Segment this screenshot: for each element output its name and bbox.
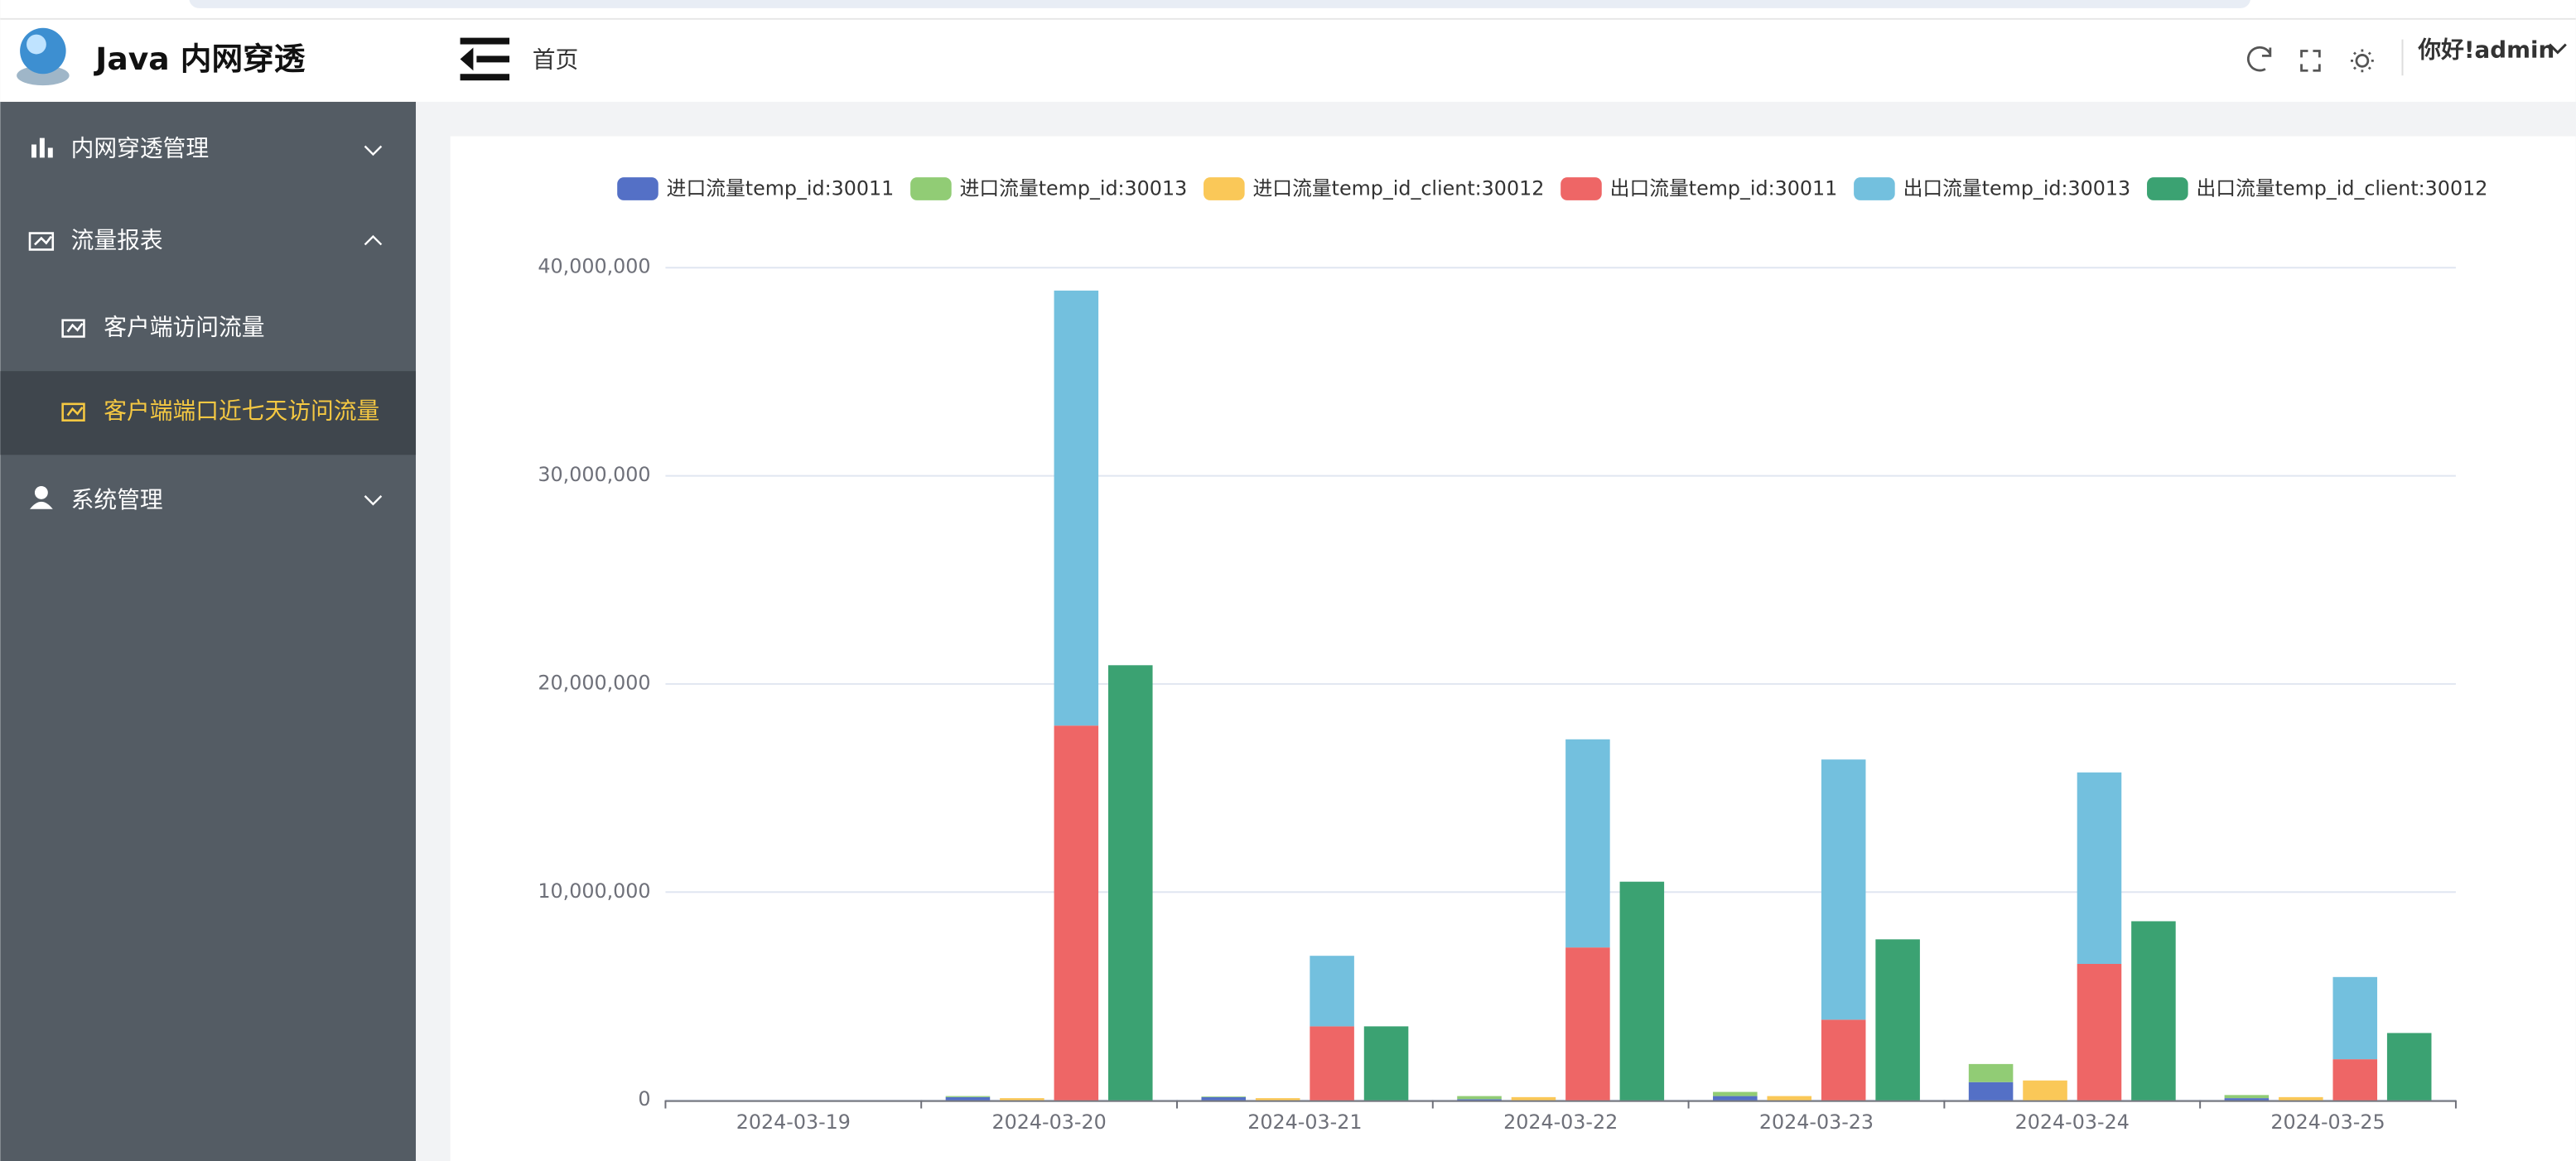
- legend-label[interactable]: 进口流量temp_id:30013: [960, 177, 1188, 200]
- bar: [2077, 963, 2122, 1101]
- menu-label: 流量报表: [71, 227, 163, 254]
- chart: 0 10,000,000 20,000,000 30,000,000 40,000,00…: [538, 177, 2487, 1134]
- menu-label: 系统管理: [71, 486, 163, 513]
- browser-strip: [189, 0, 2250, 8]
- bar: [2023, 1080, 2067, 1101]
- bar: [1565, 947, 1610, 1101]
- y-tick-label: 20,000,000: [538, 671, 650, 694]
- x-tick-label: 2024-03-25: [2270, 1110, 2385, 1134]
- bar: [1713, 1096, 1758, 1101]
- x-tick-label: 2024-03-19: [736, 1110, 851, 1134]
- menu-item[interactable]: 流量报表: [28, 227, 383, 254]
- bar: [1000, 1098, 1044, 1101]
- legend-swatch[interactable]: [2147, 177, 2188, 200]
- bar: [2077, 772, 2122, 964]
- breadcrumb[interactable]: 首页: [533, 46, 579, 73]
- bar: [2332, 976, 2378, 1060]
- user-name[interactable]: 你好!admin: [2417, 36, 2554, 63]
- refresh-icon[interactable]: [2246, 46, 2272, 72]
- legend-label[interactable]: 出口流量temp_id_client:30012: [2197, 177, 2488, 200]
- bar: [1054, 725, 1099, 1101]
- menu-item[interactable]: 系统管理: [30, 486, 383, 513]
- submenu-label: 客户端访问流量: [104, 314, 264, 341]
- bar: [945, 1096, 991, 1101]
- bar: [1363, 1026, 1409, 1101]
- legend-swatch[interactable]: [910, 177, 952, 200]
- fullscreen-icon[interactable]: [2300, 50, 2321, 72]
- bar: [2224, 1098, 2270, 1101]
- bar: [1511, 1096, 1556, 1101]
- bar: [1767, 1096, 1812, 1101]
- bar: [1457, 1099, 1502, 1101]
- bar: [1108, 665, 1153, 1101]
- legend-swatch[interactable]: [1854, 177, 1895, 200]
- bar: [1310, 1026, 1354, 1101]
- y-tick-label: 40,000,000: [538, 255, 650, 278]
- legend-label[interactable]: 进口流量temp_id:30011: [667, 177, 895, 200]
- bar: [1619, 881, 1665, 1101]
- y-tick-label: 0: [638, 1087, 650, 1110]
- submenu-label: 客户端端口近七天访问流量: [104, 397, 379, 425]
- bar: [1875, 939, 1920, 1101]
- legend-label[interactable]: 出口流量temp_id:30011: [1610, 177, 1838, 200]
- bar: [945, 1096, 991, 1097]
- bar: [1713, 1091, 1758, 1096]
- x-tick-label: 2024-03-24: [2015, 1110, 2130, 1134]
- bar: [2131, 921, 2176, 1101]
- y-tick-label: 30,000,000: [538, 463, 650, 486]
- bar: [2224, 1095, 2270, 1099]
- theme-icon[interactable]: [2351, 49, 2374, 73]
- bar: [2386, 1033, 2432, 1101]
- bar: [2279, 1096, 2323, 1101]
- legend-swatch[interactable]: [1561, 177, 1602, 200]
- legend-swatch[interactable]: [1204, 177, 1245, 200]
- bar: [1565, 739, 1610, 948]
- submenu-item[interactable]: 客户端访问流量: [61, 314, 265, 341]
- bar: [1968, 1063, 2014, 1082]
- bar: [1968, 1082, 2014, 1101]
- x-tick-label: 2024-03-22: [1503, 1110, 1618, 1134]
- y-tick-label: 10,000,000: [538, 879, 650, 903]
- legend-label[interactable]: 出口流量temp_id:30013: [1903, 177, 2131, 200]
- menu-label: 内网穿透管理: [71, 134, 210, 161]
- bar: [1201, 1096, 1247, 1101]
- bar: [1201, 1096, 1247, 1097]
- bar: [1457, 1096, 1502, 1100]
- bar: [1255, 1098, 1300, 1101]
- top-bar: [0, 0, 2576, 102]
- legend-swatch[interactable]: [617, 177, 658, 200]
- logo: [17, 27, 70, 86]
- x-tick-label: 2024-03-21: [1247, 1110, 1362, 1134]
- chart-panel: [450, 136, 2576, 1161]
- legend-label[interactable]: 进口流量temp_id_client:30012: [1253, 177, 1545, 200]
- app-title: Java 内网穿透: [93, 41, 305, 77]
- x-tick-label: 2024-03-20: [992, 1110, 1107, 1134]
- sidebar: [0, 101, 417, 1161]
- dropdown-arrow[interactable]: [2548, 43, 2567, 55]
- bar: [1054, 290, 1099, 726]
- menu-toggle[interactable]: [460, 37, 510, 81]
- bar: [1310, 956, 1354, 1027]
- bar: [1821, 759, 1866, 1020]
- bar: [1821, 1019, 1866, 1101]
- bar: [2332, 1059, 2378, 1101]
- x-tick-label: 2024-03-23: [1759, 1110, 1874, 1134]
- submenu-item[interactable]: 客户端端口近七天访问流量: [61, 397, 380, 425]
- menu-item[interactable]: 内网穿透管理: [31, 134, 383, 161]
